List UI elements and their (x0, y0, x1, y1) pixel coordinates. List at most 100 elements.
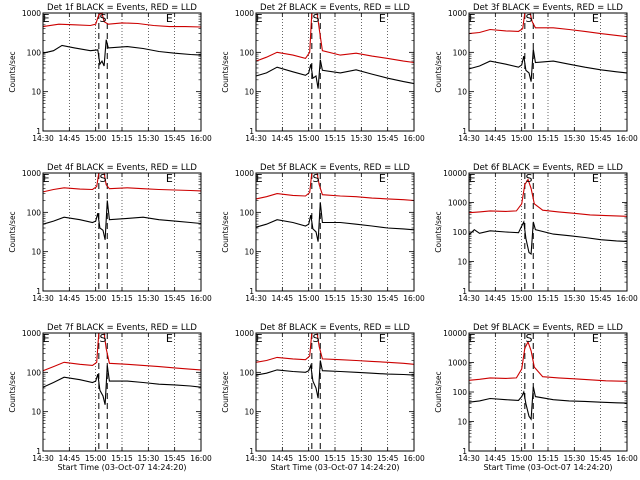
interval-marker-label: S (313, 12, 320, 25)
series-line-events (255, 360, 415, 399)
x-tick-label: 15:30 (351, 134, 373, 143)
y-tick-label: 1000 (22, 169, 41, 178)
y-tick-label: 1 (249, 287, 254, 296)
y-tick-label: 10 (244, 88, 254, 97)
x-tick-label: 16:00 (616, 134, 638, 143)
y-tick-label: 100 (453, 48, 468, 57)
x-tick-label: 15:00 (298, 134, 320, 143)
series-line-lld (42, 332, 202, 372)
series-line-lld (255, 12, 415, 64)
y-tick-label: 100 (240, 48, 255, 57)
interval-marker-label: E (166, 332, 173, 345)
x-tick-label: 15:30 (138, 454, 160, 463)
series-line-events (468, 386, 628, 421)
series-line-lld (255, 332, 415, 365)
x-tick-label: 14:30 (458, 454, 480, 463)
y-tick-label: 10 (244, 408, 254, 417)
x-tick-label: 16:00 (403, 294, 425, 303)
x-tick-label: 16:00 (190, 134, 212, 143)
x-axis-label: Start Time (03-Oct-07 14:24:20) (483, 463, 612, 472)
y-tick-label: 10 (457, 258, 467, 267)
series-line-events (255, 202, 415, 242)
chart-title: Det 6f BLACK = Events, RED = LLD (473, 163, 623, 173)
series-line-lld (468, 340, 628, 382)
chart-title: Det 9f BLACK = Events, RED = LLD (473, 323, 623, 333)
interval-marker-label: E (256, 172, 263, 185)
x-tick-label: 15:30 (351, 294, 373, 303)
x-tick-label: 15:45 (377, 294, 399, 303)
interval-marker-label: E (43, 12, 50, 25)
plot-frame (468, 12, 628, 132)
x-tick-label: 14:30 (245, 134, 267, 143)
x-tick-label: 16:00 (616, 294, 638, 303)
y-tick-label: 1000 (448, 9, 467, 18)
x-tick-label: 16:00 (403, 134, 425, 143)
interval-marker-label: E (469, 172, 476, 185)
chart-title: Det 5f BLACK = Events, RED = LLD (260, 163, 410, 173)
y-tick-label: 10 (31, 408, 41, 417)
y-tick-label: 1000 (235, 169, 254, 178)
interval-marker-label: E (166, 12, 173, 25)
series-line-lld (42, 172, 202, 193)
y-tick-label: 100 (453, 228, 468, 237)
x-tick-label: 15:00 (85, 454, 107, 463)
interval-marker-label: S (526, 332, 533, 345)
y-axis-label: Counts/sec (221, 371, 230, 412)
series-line-events (468, 49, 628, 82)
x-tick-label: 15:00 (511, 454, 533, 463)
x-tick-label: 14:45 (272, 294, 294, 303)
plot-frame (255, 332, 415, 452)
x-tick-label: 15:00 (298, 454, 320, 463)
x-tick-label: 15:45 (377, 454, 399, 463)
interval-marker-label: E (379, 332, 386, 345)
y-tick-label: 10 (457, 418, 467, 427)
x-tick-label: 15:00 (85, 134, 107, 143)
x-tick-label: 15:45 (590, 454, 612, 463)
y-axis-label: Counts/sec (8, 211, 17, 252)
chart-title: Det 3f BLACK = Events, RED = LLD (473, 3, 623, 13)
y-tick-label: 1000 (22, 329, 41, 338)
plot-frame (255, 172, 415, 292)
x-tick-label: 14:30 (458, 294, 480, 303)
interval-marker-label: E (379, 172, 386, 185)
interval-marker-label: S (526, 172, 533, 185)
x-tick-label: 14:30 (32, 454, 54, 463)
y-tick-label: 10000 (443, 329, 467, 338)
x-tick-label: 14:30 (32, 134, 54, 143)
plot-frame (42, 332, 202, 452)
x-tick-label: 14:45 (485, 454, 507, 463)
interval-marker-label: E (469, 12, 476, 25)
y-tick-label: 100 (27, 208, 42, 217)
chart-title: Det 2f BLACK = Events, RED = LLD (260, 3, 410, 13)
interval-marker-label: E (379, 12, 386, 25)
x-tick-label: 16:00 (190, 294, 212, 303)
x-tick-label: 16:00 (190, 454, 212, 463)
x-axis-label: Start Time (03-Oct-07 14:24:20) (57, 463, 186, 472)
y-tick-label: 10 (31, 88, 41, 97)
x-tick-label: 15:45 (164, 454, 186, 463)
series-line-lld (255, 172, 415, 202)
y-tick-label: 1000 (235, 9, 254, 18)
x-tick-label: 14:30 (245, 294, 267, 303)
y-tick-label: 100 (453, 388, 468, 397)
x-tick-label: 15:00 (298, 294, 320, 303)
x-tick-label: 14:45 (272, 134, 294, 143)
interval-marker-label: E (469, 332, 476, 345)
y-tick-label: 1 (36, 287, 41, 296)
y-tick-label: 1 (462, 287, 467, 296)
plot-frame (42, 12, 202, 132)
y-axis-label: Counts/sec (8, 371, 17, 412)
y-tick-label: 1 (462, 447, 467, 456)
x-tick-label: 15:15 (537, 294, 559, 303)
y-tick-label: 1 (249, 447, 254, 456)
x-tick-label: 14:45 (59, 134, 81, 143)
y-tick-label: 10000 (443, 169, 467, 178)
y-tick-label: 10 (31, 248, 41, 257)
x-tick-label: 15:45 (164, 134, 186, 143)
x-tick-label: 15:15 (537, 454, 559, 463)
interval-marker-label: S (526, 12, 533, 25)
series-line-events (42, 39, 202, 67)
